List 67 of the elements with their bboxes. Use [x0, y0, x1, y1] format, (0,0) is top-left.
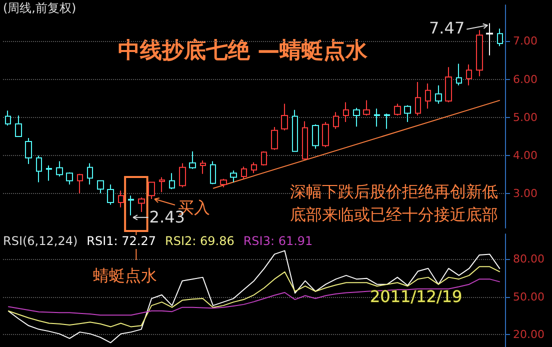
candlestick — [36, 155, 42, 183]
candlestick — [46, 164, 52, 182]
text: RSI1: 72.27 — [86, 234, 156, 248]
candlestick — [261, 150, 267, 166]
y-tick-label: 7.00 — [513, 34, 538, 48]
candlestick — [230, 170, 237, 183]
candlestick — [394, 103, 401, 116]
candlestick — [241, 166, 247, 180]
candlestick — [77, 173, 83, 194]
annotation: 深幅下跌后股价拒绝再创新低 — [290, 182, 498, 201]
candlestick — [189, 150, 196, 170]
candlestick — [343, 102, 349, 123]
candlestick — [404, 104, 411, 123]
candlestick — [66, 172, 73, 186]
y-tick-label: 6.00 — [513, 72, 538, 86]
candlestick — [271, 126, 278, 150]
annotation: 底部来临或已经十分接近底部 — [290, 205, 498, 224]
candlestick — [179, 162, 186, 188]
candlestick — [466, 64, 472, 86]
y-tick-label: 50.00 — [513, 290, 544, 304]
candlestick — [292, 109, 298, 152]
y-tick-label: 80.00 — [513, 252, 544, 266]
candlestick — [251, 162, 257, 174]
candlestick — [56, 160, 63, 178]
candlestick — [200, 160, 206, 174]
y-tick-label: 20.00 — [513, 328, 544, 341]
candlestick — [169, 172, 175, 190]
annotation: 2011/12/19 — [370, 287, 462, 306]
y-tick-label: 4.00 — [513, 149, 538, 162]
candlestick — [445, 66, 452, 103]
annotation: 7.47 — [429, 18, 465, 38]
candlestick — [333, 112, 339, 130]
line-series — [8, 266, 500, 328]
text: RSI2: 69.86 — [165, 234, 234, 248]
candlestick — [384, 113, 390, 130]
text: RSI3: 61.91 — [243, 234, 313, 248]
chart-title: RSI(6,12,24) — [3, 234, 78, 248]
candlestick — [497, 28, 503, 47]
line-series — [8, 250, 500, 344]
candlestick — [87, 162, 93, 186]
candlestick — [425, 83, 431, 110]
candlestick — [210, 160, 216, 185]
chart-subtitle: (周线,前复权) — [3, 1, 76, 15]
text: 中线抄底七绝 —蜻蜓点水 — [118, 38, 369, 64]
candlestick — [312, 124, 319, 150]
candlestick — [353, 107, 360, 128]
candlestick — [159, 176, 165, 193]
candlestick — [118, 190, 124, 208]
candlestick — [107, 184, 114, 206]
candlestick — [363, 100, 370, 116]
candlestick — [456, 63, 462, 86]
candlestick — [374, 108, 380, 128]
candlestick — [220, 178, 227, 188]
y-tick-label: 3.00 — [513, 187, 538, 200]
candlestick — [476, 30, 483, 77]
candlestick — [435, 84, 442, 104]
candlestick — [5, 110, 11, 126]
candlestick — [415, 82, 421, 116]
candlestick — [97, 180, 104, 194]
candlestick — [15, 115, 22, 138]
candlestick — [322, 122, 329, 148]
candlestick — [281, 103, 288, 131]
candlestick — [302, 120, 308, 160]
y-tick-label: 5.00 — [513, 110, 538, 124]
candlestick — [138, 197, 145, 212]
annotation: 蜻蜓点水 — [93, 266, 157, 285]
candlestick — [25, 138, 32, 164]
